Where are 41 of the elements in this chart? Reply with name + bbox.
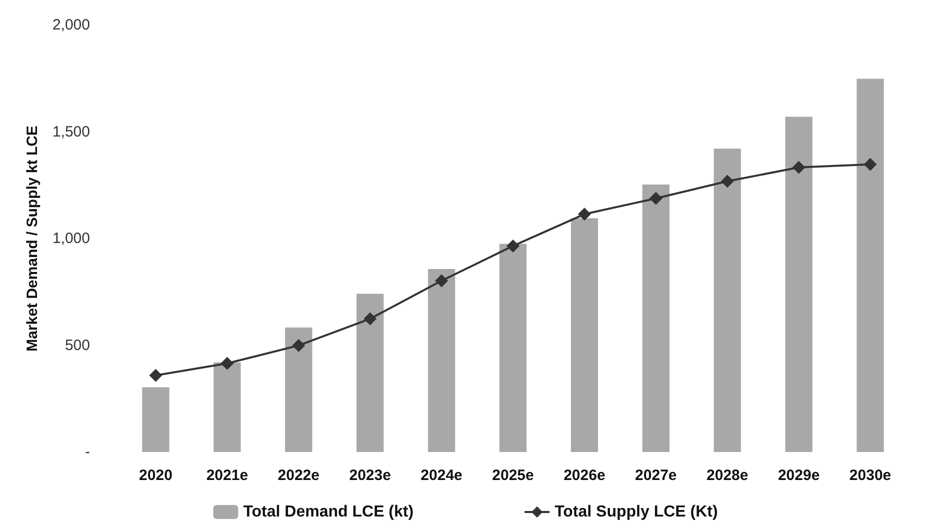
point [792, 160, 806, 174]
bar [785, 116, 812, 452]
bar [356, 294, 384, 452]
y-tick-label: 2,000 [52, 16, 90, 34]
x-tick-label: 2027e [635, 467, 677, 484]
x-tick-label: 2021e [206, 467, 248, 484]
y-axis-title: Market Demand / Supply kt LCE [24, 126, 41, 352]
point [578, 208, 591, 221]
y-tick-label: 500 [64, 336, 90, 354]
bar [428, 269, 456, 452]
bar [499, 244, 527, 452]
point [220, 356, 234, 370]
bar [214, 362, 241, 452]
point [435, 274, 448, 288]
bar [714, 148, 741, 452]
x-tick-label: 2023e [349, 467, 391, 484]
point [364, 312, 377, 326]
point [864, 158, 877, 171]
point [506, 239, 520, 252]
bar [642, 184, 670, 452]
point [149, 368, 162, 382]
legend-label: Total Supply LCE (Kt) [554, 504, 718, 520]
bar [570, 218, 598, 452]
y-tick-label: - [85, 444, 90, 460]
y-tick-label: 1,500 [52, 123, 90, 140]
legend-label: Total Demand LCE (kt) [243, 504, 414, 520]
x-tick-label: 2026e [564, 467, 606, 484]
point [720, 174, 734, 188]
x-tick-label: 2030e [849, 467, 892, 484]
x-tick-label: 2022e [278, 467, 320, 484]
bar [142, 387, 170, 452]
point [649, 192, 662, 205]
bar [285, 328, 312, 452]
x-tick-label: 2028e [706, 467, 748, 484]
x-tick-label: 2024e [420, 467, 462, 484]
x-tick-label: 2025e [492, 467, 534, 484]
point [292, 338, 306, 352]
bar [856, 78, 884, 452]
y-tick-label: 1,000 [52, 230, 90, 247]
x-tick-label: 2020 [139, 467, 172, 484]
x-tick-label: 2029e [778, 467, 820, 484]
